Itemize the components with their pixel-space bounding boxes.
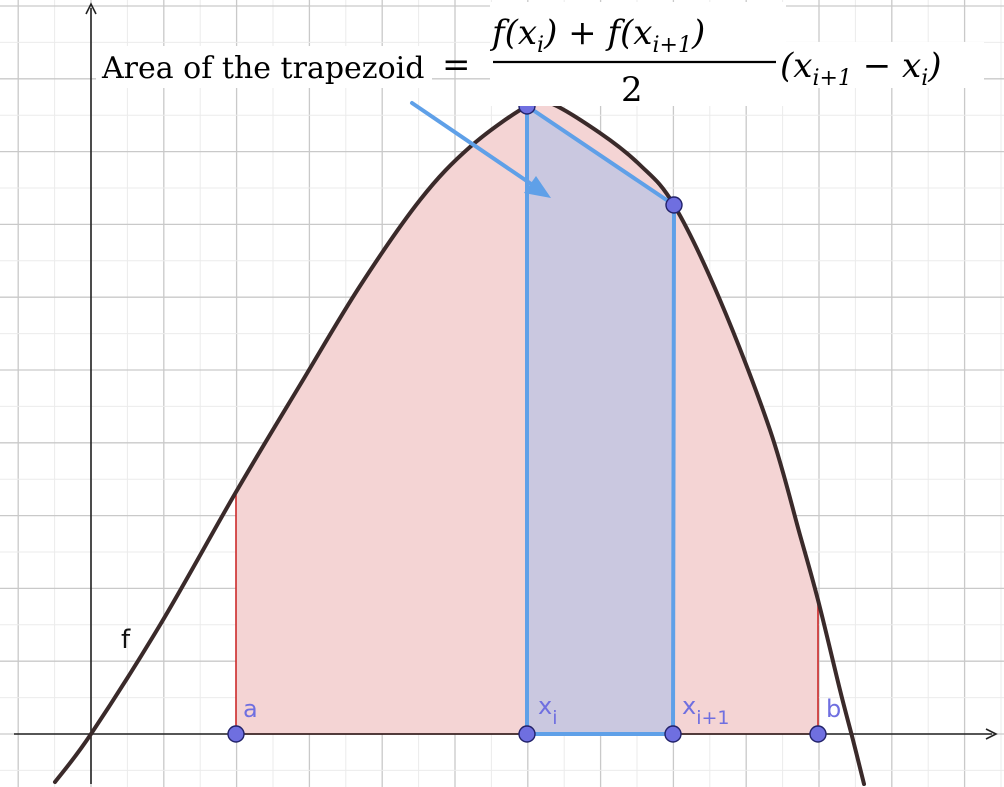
formula-denominator: 2 [621, 70, 643, 110]
x-axis-arrowhead [985, 728, 998, 740]
fraction-background [490, 2, 786, 106]
point-f-x-i-plus-1[interactable] [665, 196, 683, 214]
label-x-i-plus-1: xi+1 [682, 692, 730, 729]
label-a: a [243, 695, 258, 723]
coordinate-axes [14, 2, 998, 784]
point-x-i[interactable] [518, 725, 536, 743]
factor-background [778, 42, 984, 88]
formula-numerator: f(xi) + f(xi+1) [489, 13, 705, 58]
formula-equals: = [442, 45, 471, 85]
formula-label: Area of the trapezoid [101, 51, 424, 86]
trapezoid-area-formula: Area of the trapezoid = f(xi) + f(xi+1) … [96, 2, 984, 110]
arrow-shaft [410, 101, 542, 192]
point-a[interactable] [227, 725, 245, 743]
formula-factor: (xi+1 − xi) [780, 46, 942, 91]
point-b[interactable] [809, 725, 827, 743]
point-labels: a xi xi+1 b [243, 692, 841, 729]
point-x-i-plus-1[interactable] [664, 725, 682, 743]
label-b: b [826, 695, 841, 723]
pointer-arrow [410, 101, 551, 198]
formula-label-background [96, 46, 432, 88]
y-axis-arrowhead [85, 2, 97, 15]
arrow-head [524, 176, 551, 198]
label-x-i: xi [538, 692, 557, 729]
trapezoid-fill [527, 106, 674, 734]
function-label-f: f [121, 625, 131, 655]
